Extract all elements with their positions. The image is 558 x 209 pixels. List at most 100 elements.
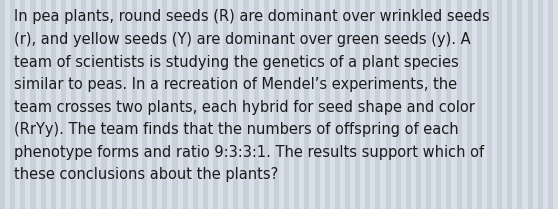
Bar (365, 0, 371, 209)
Text: phenotype forms and ratio 9:3:3:1. The results support which of: phenotype forms and ratio 9:3:3:1. The r… (14, 145, 484, 160)
Bar (61, 0, 66, 209)
Bar (10, 0, 15, 209)
Bar (477, 0, 482, 209)
Bar (5, 0, 10, 209)
Bar (92, 0, 97, 209)
Bar (71, 0, 76, 209)
Bar (325, 0, 330, 209)
Bar (233, 0, 238, 209)
Bar (137, 0, 142, 209)
Bar (538, 0, 543, 209)
Bar (441, 0, 446, 209)
Bar (512, 0, 517, 209)
Bar (112, 0, 117, 209)
Bar (274, 0, 279, 209)
Text: In pea plants, round seeds (R) are dominant over wrinkled seeds: In pea plants, round seeds (R) are domin… (14, 9, 489, 24)
Bar (548, 0, 553, 209)
Bar (451, 0, 456, 209)
Text: (r), and yellow seeds (Y) are dominant over green seeds (y). A: (r), and yellow seeds (Y) are dominant o… (14, 32, 470, 47)
Bar (198, 0, 203, 209)
Bar (167, 0, 172, 209)
Bar (20, 0, 25, 209)
Bar (51, 0, 56, 209)
Bar (81, 0, 86, 209)
Bar (436, 0, 441, 209)
Bar (386, 0, 391, 209)
Bar (97, 0, 102, 209)
Bar (426, 0, 431, 209)
Bar (284, 0, 289, 209)
Bar (289, 0, 294, 209)
Bar (391, 0, 396, 209)
Bar (299, 0, 304, 209)
Bar (381, 0, 386, 209)
Text: these conclusions about the plants?: these conclusions about the plants? (14, 167, 278, 182)
Bar (431, 0, 436, 209)
Bar (461, 0, 466, 209)
Bar (320, 0, 325, 209)
Bar (371, 0, 376, 209)
Bar (487, 0, 492, 209)
Bar (456, 0, 461, 209)
Bar (376, 0, 381, 209)
Bar (228, 0, 233, 209)
Bar (243, 0, 248, 209)
Text: (RrYy). The team finds that the numbers of offspring of each: (RrYy). The team finds that the numbers … (14, 122, 459, 137)
Bar (213, 0, 218, 209)
Bar (142, 0, 147, 209)
Bar (396, 0, 401, 209)
Bar (497, 0, 502, 209)
Bar (304, 0, 310, 209)
Bar (502, 0, 507, 209)
Bar (315, 0, 320, 209)
Bar (41, 0, 46, 209)
Bar (533, 0, 538, 209)
Bar (162, 0, 167, 209)
Bar (127, 0, 132, 209)
Bar (543, 0, 548, 209)
Bar (310, 0, 315, 209)
Text: similar to peas. In a recreation of Mendel’s experiments, the: similar to peas. In a recreation of Mend… (14, 77, 457, 92)
Bar (345, 0, 350, 209)
Bar (492, 0, 497, 209)
Bar (269, 0, 274, 209)
Bar (208, 0, 213, 209)
Bar (187, 0, 193, 209)
Bar (203, 0, 208, 209)
Bar (102, 0, 107, 209)
Bar (56, 0, 61, 209)
Bar (172, 0, 177, 209)
Bar (147, 0, 152, 209)
Bar (553, 0, 558, 209)
Bar (411, 0, 416, 209)
Bar (446, 0, 451, 209)
Bar (25, 0, 31, 209)
Bar (132, 0, 137, 209)
Text: team of scientists is studying the genetics of a plant species: team of scientists is studying the genet… (14, 55, 459, 70)
Bar (416, 0, 421, 209)
Bar (218, 0, 223, 209)
Bar (279, 0, 284, 209)
Bar (177, 0, 182, 209)
Bar (193, 0, 198, 209)
Text: team crosses two plants, each hybrid for seed shape and color: team crosses two plants, each hybrid for… (14, 100, 475, 115)
Bar (152, 0, 157, 209)
Bar (517, 0, 522, 209)
Bar (66, 0, 71, 209)
Bar (86, 0, 92, 209)
Bar (482, 0, 487, 209)
Bar (401, 0, 406, 209)
Bar (335, 0, 340, 209)
Bar (254, 0, 259, 209)
Bar (223, 0, 228, 209)
Bar (117, 0, 122, 209)
Bar (340, 0, 345, 209)
Bar (472, 0, 477, 209)
Bar (76, 0, 81, 209)
Bar (15, 0, 20, 209)
Bar (421, 0, 426, 209)
Bar (122, 0, 127, 209)
Bar (31, 0, 36, 209)
Bar (527, 0, 533, 209)
Bar (355, 0, 360, 209)
